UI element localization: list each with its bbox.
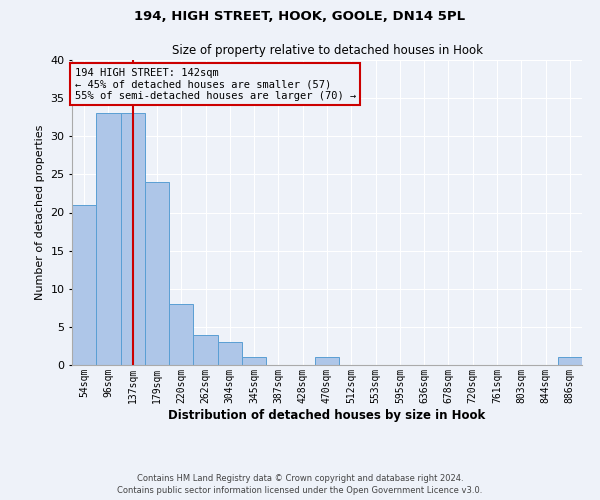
Bar bbox=[315, 358, 339, 365]
Bar bbox=[169, 304, 193, 365]
Title: Size of property relative to detached houses in Hook: Size of property relative to detached ho… bbox=[172, 44, 482, 58]
X-axis label: Distribution of detached houses by size in Hook: Distribution of detached houses by size … bbox=[169, 408, 485, 422]
Text: Contains HM Land Registry data © Crown copyright and database right 2024.
Contai: Contains HM Land Registry data © Crown c… bbox=[118, 474, 482, 495]
Text: 194, HIGH STREET, HOOK, GOOLE, DN14 5PL: 194, HIGH STREET, HOOK, GOOLE, DN14 5PL bbox=[134, 10, 466, 23]
Bar bbox=[72, 205, 96, 365]
Bar bbox=[558, 358, 582, 365]
Y-axis label: Number of detached properties: Number of detached properties bbox=[35, 125, 44, 300]
Bar bbox=[242, 358, 266, 365]
Bar bbox=[121, 114, 145, 365]
Bar bbox=[193, 334, 218, 365]
Bar bbox=[145, 182, 169, 365]
Bar bbox=[96, 114, 121, 365]
Bar bbox=[218, 342, 242, 365]
Text: 194 HIGH STREET: 142sqm
← 45% of detached houses are smaller (57)
55% of semi-de: 194 HIGH STREET: 142sqm ← 45% of detache… bbox=[74, 68, 356, 101]
